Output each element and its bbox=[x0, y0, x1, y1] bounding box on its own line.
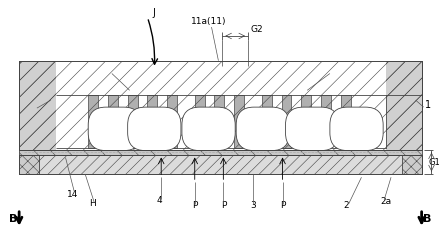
Bar bbox=[281, 95, 291, 148]
Bar bbox=[19, 95, 56, 150]
FancyBboxPatch shape bbox=[88, 107, 142, 151]
Text: S: S bbox=[28, 101, 34, 111]
Text: 3: 3 bbox=[250, 201, 256, 210]
Bar bbox=[234, 95, 244, 148]
Text: B: B bbox=[9, 214, 17, 224]
Bar bbox=[19, 154, 422, 174]
Text: P: P bbox=[221, 201, 226, 210]
FancyBboxPatch shape bbox=[128, 107, 181, 151]
Bar bbox=[262, 95, 272, 148]
Text: 13: 13 bbox=[104, 62, 116, 73]
Text: 2: 2 bbox=[344, 201, 349, 210]
Bar bbox=[19, 154, 39, 174]
Text: P: P bbox=[280, 201, 285, 210]
Bar bbox=[56, 95, 386, 148]
Text: P: P bbox=[192, 201, 198, 210]
FancyBboxPatch shape bbox=[182, 107, 235, 151]
Text: H: H bbox=[89, 199, 95, 208]
Text: 14: 14 bbox=[67, 190, 78, 199]
Bar bbox=[321, 95, 331, 148]
Text: J: J bbox=[153, 8, 156, 18]
Bar bbox=[19, 61, 422, 150]
FancyBboxPatch shape bbox=[285, 107, 339, 151]
Bar bbox=[108, 95, 118, 148]
Bar bbox=[214, 95, 224, 148]
Bar bbox=[195, 95, 205, 148]
FancyBboxPatch shape bbox=[330, 107, 383, 151]
FancyBboxPatch shape bbox=[236, 107, 289, 151]
Text: G1: G1 bbox=[428, 158, 440, 167]
Bar bbox=[167, 95, 177, 148]
Bar bbox=[88, 95, 98, 148]
Text: 1: 1 bbox=[424, 100, 431, 110]
Text: 4: 4 bbox=[156, 197, 162, 205]
Bar bbox=[301, 95, 311, 148]
Bar bbox=[341, 95, 351, 148]
Bar bbox=[147, 95, 157, 148]
Text: 13: 13 bbox=[326, 62, 338, 73]
Bar bbox=[402, 154, 422, 174]
Text: G2: G2 bbox=[251, 25, 264, 33]
Bar bbox=[128, 95, 138, 148]
Text: 11a(11): 11a(11) bbox=[191, 17, 226, 26]
Bar bbox=[19, 150, 422, 154]
Bar bbox=[19, 61, 422, 150]
Bar bbox=[56, 61, 386, 150]
Text: 2a: 2a bbox=[381, 197, 392, 206]
Text: B: B bbox=[424, 214, 432, 224]
Bar bbox=[386, 95, 422, 150]
